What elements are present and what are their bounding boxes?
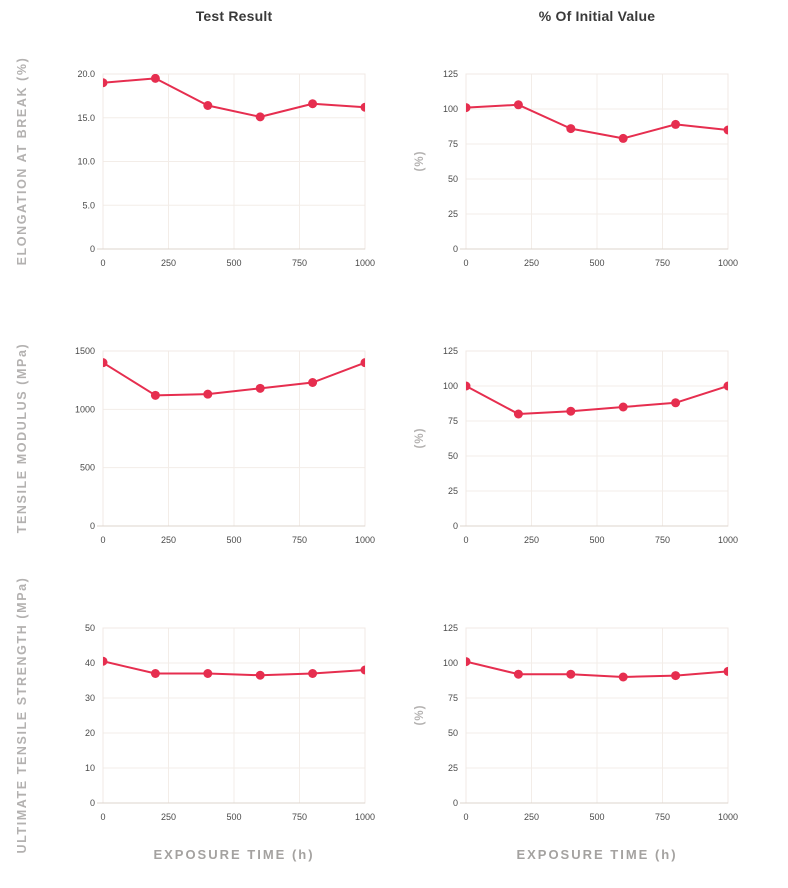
svg-text:125: 125 (443, 346, 458, 356)
chart-tensile-modulus-pct-of-initial: 0 25 50 75 100 125 0 250 500 750 1000 (424, 346, 742, 552)
svg-text:20: 20 (85, 728, 95, 738)
svg-text:250: 250 (161, 535, 176, 545)
svg-text:750: 750 (655, 812, 670, 822)
elongation-test-result-plot: 0 5.0 10.0 15.0 20.0 0 250 500 750 1000 (77, 69, 375, 268)
svg-text:20.0: 20.0 (77, 69, 95, 79)
svg-text:1000: 1000 (718, 812, 738, 822)
svg-text:1000: 1000 (355, 812, 375, 822)
svg-text:250: 250 (524, 258, 539, 268)
chart-elongation-pct-of-initial: 0 25 50 75 100 125 0 250 500 750 1000 (424, 69, 742, 275)
svg-text:1000: 1000 (355, 535, 375, 545)
svg-text:0: 0 (453, 798, 458, 808)
svg-text:500: 500 (589, 812, 604, 822)
svg-text:50: 50 (448, 728, 458, 738)
svg-text:1000: 1000 (75, 404, 95, 414)
svg-text:750: 750 (292, 258, 307, 268)
svg-text:1500: 1500 (75, 346, 95, 356)
svg-text:1000: 1000 (355, 258, 375, 268)
column-title-pct-of-initial-value: % Of Initial Value (538, 8, 656, 24)
svg-text:40: 40 (85, 658, 95, 668)
svg-text:0: 0 (100, 258, 105, 268)
svg-text:25: 25 (448, 763, 458, 773)
svg-text:125: 125 (443, 623, 458, 633)
row-label-tensile-modulus: TENSILE MODULUS (MPa) (15, 342, 29, 534)
svg-text:0: 0 (90, 798, 95, 808)
elongation-pct-of-initial-series (466, 100, 728, 143)
svg-text:50: 50 (448, 174, 458, 184)
tensile-modulus-pct-of-initial-plot: 0 25 50 75 100 125 0 250 500 750 1000 (443, 346, 738, 545)
svg-text:75: 75 (448, 139, 458, 149)
svg-text:250: 250 (161, 812, 176, 822)
column-title-test-result: Test Result (195, 8, 273, 24)
svg-text:1000: 1000 (718, 535, 738, 545)
x-axis-label-exposure-time-left: EXPOSURE TIME (h) (153, 847, 315, 862)
ultimate-tensile-strength-test-result-series (103, 656, 365, 680)
chart-ultimate-tensile-strength-pct-of-initial: 0 25 50 75 100 125 0 250 500 750 1000 (424, 623, 742, 829)
svg-text:0: 0 (463, 535, 468, 545)
svg-text:500: 500 (589, 535, 604, 545)
row-label-elongation-at-break: ELONGATION AT BREAK (%) (15, 56, 29, 266)
svg-text:0: 0 (463, 258, 468, 268)
svg-text:100: 100 (443, 381, 458, 391)
svg-text:10: 10 (85, 763, 95, 773)
svg-text:500: 500 (226, 812, 241, 822)
tensile-modulus-test-result-series (103, 358, 365, 400)
svg-text:750: 750 (292, 535, 307, 545)
svg-text:10.0: 10.0 (77, 157, 95, 167)
svg-text:250: 250 (524, 535, 539, 545)
svg-text:0: 0 (90, 244, 95, 254)
chart-elongation-test-result: 0 5.0 10.0 15.0 20.0 0 250 500 750 1000 (61, 69, 379, 275)
elongation-pct-of-initial-plot: 0 25 50 75 100 125 0 250 500 750 1000 (443, 69, 738, 268)
svg-text:100: 100 (443, 104, 458, 114)
svg-text:750: 750 (655, 258, 670, 268)
tensile-modulus-pct-of-initial-series (466, 381, 728, 419)
svg-text:250: 250 (161, 258, 176, 268)
svg-text:5.0: 5.0 (82, 200, 95, 210)
svg-text:50: 50 (85, 623, 95, 633)
svg-text:250: 250 (524, 812, 539, 822)
svg-text:125: 125 (443, 69, 458, 79)
svg-text:0: 0 (90, 521, 95, 531)
svg-text:25: 25 (448, 209, 458, 219)
ultimate-tensile-strength-pct-of-initial-plot: 0 25 50 75 100 125 0 250 500 750 1000 (443, 623, 738, 822)
tensile-modulus-test-result-plot: 0 500 1000 1500 0 250 500 750 1000 (75, 346, 375, 545)
svg-text:0: 0 (100, 535, 105, 545)
svg-text:100: 100 (443, 658, 458, 668)
svg-text:0: 0 (463, 812, 468, 822)
chart-ultimate-tensile-strength-test-result: 0 10 20 30 40 50 0 250 500 750 1000 (61, 623, 379, 829)
svg-text:500: 500 (589, 258, 604, 268)
svg-text:500: 500 (226, 258, 241, 268)
svg-text:0: 0 (100, 812, 105, 822)
elongation-test-result-series (103, 74, 365, 122)
x-axis-label-exposure-time-right: EXPOSURE TIME (h) (516, 847, 678, 862)
svg-text:0: 0 (453, 521, 458, 531)
chart-tensile-modulus-test-result: 0 500 1000 1500 0 250 500 750 1000 (61, 346, 379, 552)
svg-text:75: 75 (448, 416, 458, 426)
ultimate-tensile-strength-pct-of-initial-series (466, 657, 728, 682)
svg-text:75: 75 (448, 693, 458, 703)
svg-text:1000: 1000 (718, 258, 738, 268)
svg-text:0: 0 (453, 244, 458, 254)
svg-text:30: 30 (85, 693, 95, 703)
svg-text:50: 50 (448, 451, 458, 461)
svg-text:25: 25 (448, 486, 458, 496)
svg-text:500: 500 (226, 535, 241, 545)
svg-text:750: 750 (292, 812, 307, 822)
row-label-ultimate-tensile-strength: ULTIMATE TENSILE STRENGTH (MPa) (15, 576, 29, 854)
svg-text:500: 500 (80, 463, 95, 473)
svg-text:15.0: 15.0 (77, 113, 95, 123)
svg-text:750: 750 (655, 535, 670, 545)
